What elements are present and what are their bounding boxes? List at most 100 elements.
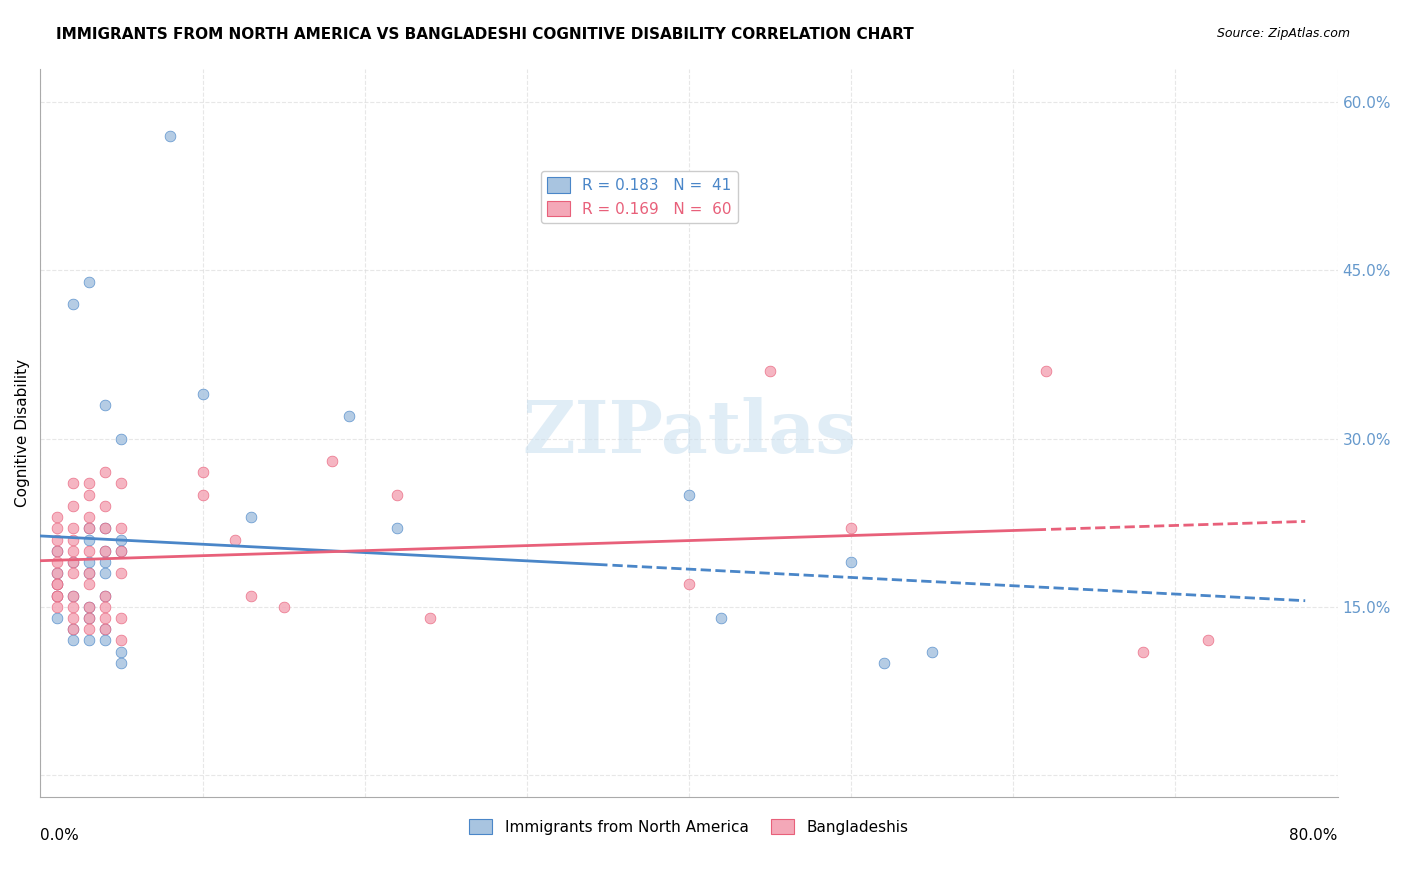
Point — [94, 622, 117, 636]
Point — [45, 589, 67, 603]
Y-axis label: Cognitive Disability: Cognitive Disability — [15, 359, 30, 507]
Point — [77, 555, 100, 569]
Point — [45, 611, 67, 625]
Point — [77, 622, 100, 636]
Point — [77, 577, 100, 591]
Legend: Immigrants from North America, Bangladeshis: Immigrants from North America, Banglades… — [464, 813, 915, 841]
Point — [94, 521, 117, 535]
Point — [45, 599, 67, 614]
Point — [839, 521, 862, 535]
Point — [839, 555, 862, 569]
Point — [94, 465, 117, 479]
Point — [1197, 633, 1219, 648]
Point — [110, 521, 132, 535]
Point — [110, 476, 132, 491]
Point — [62, 589, 84, 603]
Point — [45, 543, 67, 558]
Point — [77, 521, 100, 535]
Point — [77, 521, 100, 535]
Point — [240, 510, 263, 524]
Text: IMMIGRANTS FROM NORTH AMERICA VS BANGLADESHI COGNITIVE DISABILITY CORRELATION CH: IMMIGRANTS FROM NORTH AMERICA VS BANGLAD… — [56, 27, 914, 42]
Point — [94, 555, 117, 569]
Point — [191, 386, 214, 401]
Point — [191, 488, 214, 502]
Point — [110, 656, 132, 670]
Point — [710, 611, 733, 625]
Point — [77, 611, 100, 625]
Point — [62, 297, 84, 311]
Point — [62, 611, 84, 625]
Point — [45, 521, 67, 535]
Point — [77, 476, 100, 491]
Point — [921, 645, 943, 659]
Point — [62, 543, 84, 558]
Point — [45, 577, 67, 591]
Point — [62, 533, 84, 547]
Text: ZIPatlas: ZIPatlas — [522, 398, 856, 468]
Point — [45, 577, 67, 591]
Point — [159, 128, 181, 143]
Point — [94, 543, 117, 558]
Point — [62, 622, 84, 636]
Point — [62, 521, 84, 535]
Point — [77, 510, 100, 524]
Point — [77, 566, 100, 581]
Point — [62, 476, 84, 491]
Point — [45, 589, 67, 603]
Point — [77, 543, 100, 558]
Point — [94, 589, 117, 603]
Point — [110, 633, 132, 648]
Point — [110, 543, 132, 558]
Text: 80.0%: 80.0% — [1289, 828, 1337, 843]
Text: Source: ZipAtlas.com: Source: ZipAtlas.com — [1216, 27, 1350, 40]
Point — [62, 555, 84, 569]
Point — [62, 633, 84, 648]
Point — [872, 656, 894, 670]
Point — [77, 533, 100, 547]
Point — [224, 533, 246, 547]
Point — [191, 465, 214, 479]
Point — [110, 432, 132, 446]
Point — [94, 521, 117, 535]
Point — [77, 599, 100, 614]
Point — [110, 611, 132, 625]
Point — [77, 611, 100, 625]
Point — [45, 566, 67, 581]
Point — [45, 589, 67, 603]
Point — [678, 577, 700, 591]
Point — [1132, 645, 1154, 659]
Point — [94, 499, 117, 513]
Point — [45, 555, 67, 569]
Point — [273, 599, 295, 614]
Point — [110, 566, 132, 581]
Point — [1035, 364, 1057, 378]
Point — [240, 589, 263, 603]
Point — [45, 543, 67, 558]
Point — [337, 409, 360, 424]
Point — [110, 645, 132, 659]
Text: 0.0%: 0.0% — [41, 828, 79, 843]
Point — [77, 633, 100, 648]
Point — [45, 577, 67, 591]
Point — [77, 599, 100, 614]
Point — [385, 521, 408, 535]
Point — [77, 488, 100, 502]
Point — [62, 499, 84, 513]
Point — [62, 599, 84, 614]
Point — [94, 398, 117, 412]
Point — [45, 566, 67, 581]
Point — [110, 533, 132, 547]
Point — [77, 275, 100, 289]
Point — [94, 599, 117, 614]
Point — [62, 622, 84, 636]
Point — [62, 566, 84, 581]
Point — [759, 364, 782, 378]
Point — [94, 611, 117, 625]
Point — [45, 533, 67, 547]
Point — [94, 566, 117, 581]
Point — [321, 454, 343, 468]
Point — [110, 543, 132, 558]
Point — [45, 510, 67, 524]
Point — [94, 543, 117, 558]
Point — [419, 611, 441, 625]
